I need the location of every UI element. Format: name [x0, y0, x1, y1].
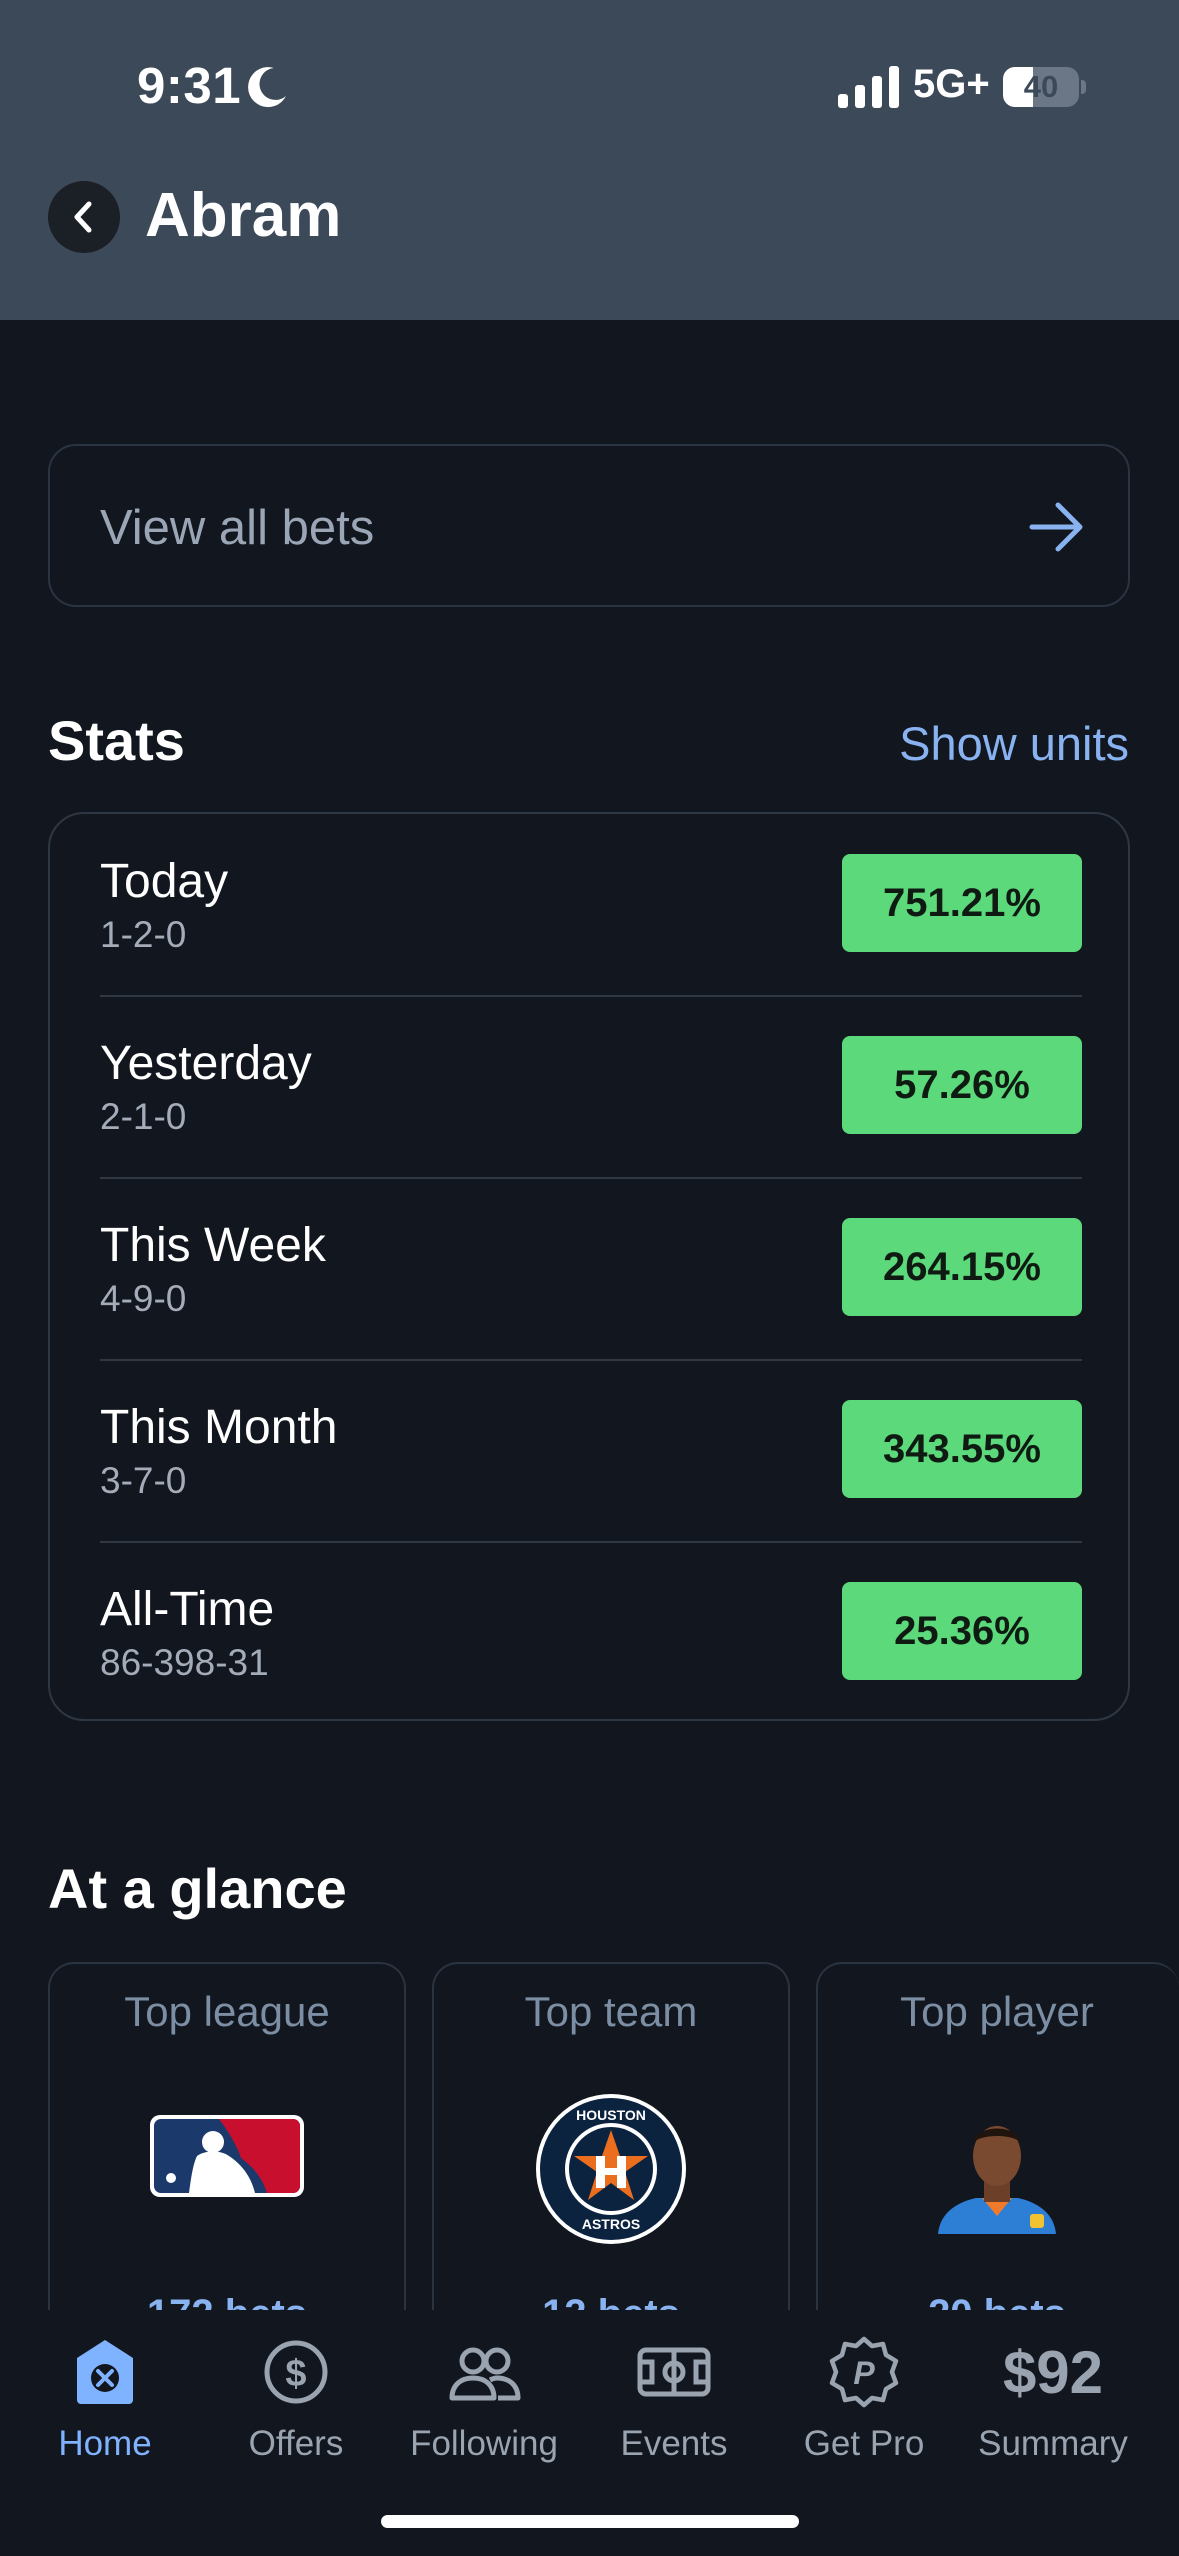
battery-icon: 40 [1003, 67, 1086, 107]
pro-badge-icon: P [829, 2336, 899, 2408]
stat-row-this-month[interactable]: This Month 3-7-0 343.55% [100, 1360, 1082, 1541]
player-avatar-icon [938, 2126, 1056, 2234]
stat-roi-badge: 57.26% [842, 1036, 1082, 1134]
tab-offers[interactable]: $ Offers [201, 2334, 391, 2484]
stat-record: 86-398-31 [100, 1642, 269, 1683]
tab-label: Following [410, 2424, 558, 2463]
glance-title: At a glance [48, 1857, 347, 1920]
glance-card-top-league[interactable]: Top league 172 bets [48, 1962, 406, 2342]
tab-label: Home [58, 2424, 152, 2463]
arrow-right-icon [1029, 502, 1083, 552]
tab-label: Summary [978, 2424, 1128, 2463]
status-bar: 9:31 5G+ 40 [0, 0, 1179, 180]
header: 9:31 5G+ 40 Abram [0, 0, 1179, 320]
status-time: 9:31 [137, 57, 242, 114]
stat-record: 2-1-0 [100, 1096, 187, 1137]
battery-percent: 40 [1023, 69, 1059, 104]
stat-roi-badge: 264.15% [842, 1218, 1082, 1316]
houston-astros-logo-icon: HOUSTON ASTROS [536, 2094, 686, 2244]
people-icon [449, 2347, 521, 2401]
stat-period: Yesterday [100, 1037, 312, 1090]
stat-row-yesterday[interactable]: Yesterday 2-1-0 57.26% [100, 996, 1082, 1177]
moon-icon [248, 67, 286, 108]
glance-card-title: Top league [124, 1988, 330, 2035]
divider [100, 1177, 1082, 1179]
stat-period: This Month [100, 1401, 338, 1454]
home-icon [77, 2340, 133, 2404]
divider [100, 1359, 1082, 1361]
glance-card-top-team[interactable]: Top team HOUSTON ASTROS 12 bets [432, 1962, 790, 2342]
tab-get-pro[interactable]: P Get Pro [769, 2334, 959, 2484]
view-all-bets-button[interactable]: View all bets [48, 444, 1130, 607]
stat-roi-badge: 25.36% [842, 1582, 1082, 1680]
stat-period: All-Time [100, 1583, 275, 1636]
network-type: 5G+ [913, 62, 990, 106]
divider [100, 1541, 1082, 1543]
svg-text:ASTROS: ASTROS [582, 2216, 640, 2232]
mlb-logo-icon [150, 2115, 304, 2197]
tab-summary[interactable]: $92 Summary [958, 2334, 1148, 2484]
back-button[interactable] [48, 181, 120, 253]
stat-row-today[interactable]: Today 1-2-0 751.21% [100, 814, 1082, 995]
home-indicator[interactable] [381, 2515, 799, 2528]
glance-card-title: Top team [524, 1988, 698, 2035]
tab-events[interactable]: Events [579, 2334, 769, 2484]
stats-title: Stats [48, 709, 185, 772]
tab-label: Get Pro [803, 2424, 925, 2463]
stadium-icon [637, 2347, 711, 2397]
dollar-circle-icon: $ [264, 2340, 328, 2404]
stat-row-this-week[interactable]: This Week 4-9-0 264.15% [100, 1178, 1082, 1359]
stat-record: 1-2-0 [100, 914, 187, 955]
svg-text:P: P [853, 2355, 875, 2391]
stat-roi-badge: 751.21% [842, 854, 1082, 952]
show-units-button[interactable]: Show units [899, 717, 1129, 770]
chevron-left-icon [74, 201, 92, 233]
glance-card-top-player[interactable]: Top player 20 bets [816, 1962, 1179, 2342]
divider [100, 995, 1082, 997]
page-title: Abram [145, 181, 342, 250]
signal-icon [838, 66, 899, 108]
stat-record: 3-7-0 [100, 1460, 187, 1501]
stat-period: This Week [100, 1219, 326, 1272]
summary-amount: $92 [1002, 2339, 1104, 2406]
stats-card: Today 1-2-0 751.21% Yesterday 2-1-0 57.2… [48, 812, 1130, 1721]
svg-text:$: $ [285, 2353, 306, 2395]
view-all-bets-label: View all bets [100, 501, 375, 555]
tab-label: Events [620, 2424, 728, 2463]
stat-roi-badge: 343.55% [842, 1400, 1082, 1498]
tab-label: Offers [248, 2424, 344, 2463]
stat-period: Today [100, 855, 229, 908]
stat-record: 4-9-0 [100, 1278, 187, 1319]
tab-home[interactable]: Home [10, 2334, 200, 2484]
stat-row-all-time[interactable]: All-Time 86-398-31 25.36% [100, 1542, 1082, 1723]
svg-text:HOUSTON: HOUSTON [576, 2107, 646, 2123]
glance-card-title: Top player [900, 1988, 1094, 2035]
tab-following[interactable]: Following [389, 2334, 579, 2484]
